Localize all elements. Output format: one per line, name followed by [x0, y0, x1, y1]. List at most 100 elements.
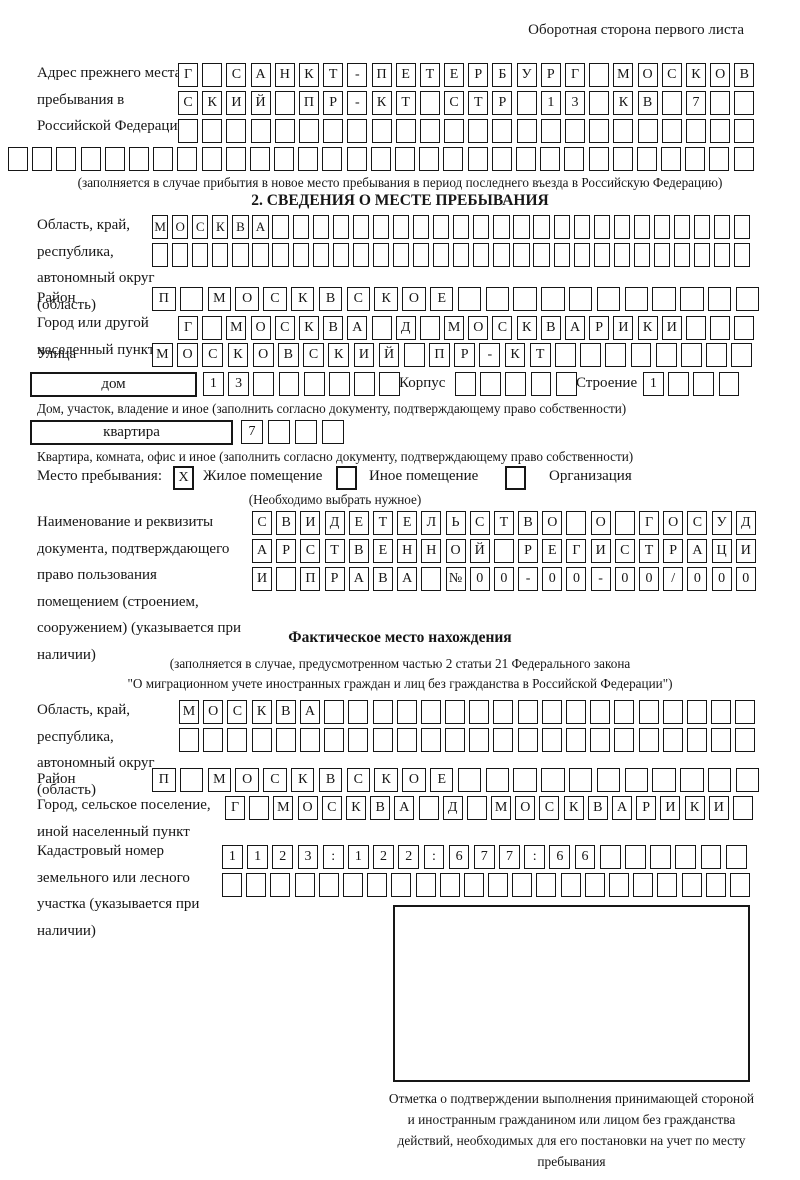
char-cell: [104, 147, 125, 171]
char-cell: А: [252, 539, 272, 563]
char-cell: [614, 511, 635, 535]
char-cell: [202, 316, 223, 340]
char-cell: [274, 91, 295, 115]
char-cell: [636, 147, 657, 171]
char-cell: [553, 215, 570, 239]
char-cell: В: [318, 287, 343, 311]
char-cell: [324, 700, 345, 724]
char-cell: [453, 243, 470, 267]
char-cell: О: [710, 63, 731, 87]
char-cell: [734, 243, 751, 267]
char-cell: С: [252, 511, 272, 535]
char-cell: И: [300, 511, 321, 535]
char-cell: [735, 768, 760, 792]
char-cell: [633, 873, 654, 897]
char-cell: 1: [347, 845, 369, 869]
char-cell: 6: [448, 845, 470, 869]
char-cell: М: [273, 796, 294, 820]
char-cell: С: [178, 91, 198, 115]
char-cell: [328, 372, 350, 396]
char-cell: А: [565, 316, 585, 340]
char-cell: [352, 243, 369, 267]
char-cell: [253, 372, 275, 396]
char-cell: [457, 287, 482, 311]
char-cell: [250, 119, 271, 143]
char-cell: К: [563, 796, 584, 820]
char-cell: С: [492, 316, 513, 340]
char-cell: Д: [735, 511, 756, 535]
char-cell: [272, 215, 289, 239]
char-cell: [443, 147, 464, 171]
char-cell: [674, 243, 691, 267]
char-cell: :: [322, 845, 344, 869]
option-organizatsiya-label: Организация: [549, 468, 632, 484]
char-cell: [246, 873, 267, 897]
char-cell: [731, 343, 753, 367]
char-cell: А: [348, 567, 369, 591]
stamp-box: [393, 905, 750, 1082]
char-cell: Д: [395, 316, 416, 340]
char-cell: [566, 728, 586, 752]
char-cell: [694, 243, 711, 267]
kadastr-label: Кадастровый номер земельного или лесного…: [37, 843, 200, 939]
char-cell: О: [297, 796, 318, 820]
char-cell: 1: [247, 845, 268, 869]
char-cell: [372, 728, 393, 752]
char-cell: [272, 243, 289, 267]
char-cell: [8, 147, 28, 171]
char-cell: О: [250, 316, 271, 340]
char-cell: О: [590, 511, 611, 535]
char-cell: [735, 700, 756, 724]
char-cell: 2: [373, 845, 394, 869]
char-cell: [177, 147, 198, 171]
char-cell: [212, 243, 229, 267]
fact-note-line1: (заполняется в случае, предусмотренном ч…: [169, 656, 631, 671]
char-cell: Б: [492, 63, 513, 87]
char-cell: Р: [589, 316, 610, 340]
char-cell: [342, 873, 363, 897]
char-cell: С: [274, 316, 295, 340]
char-cell: :: [423, 845, 445, 869]
char-cell: М: [152, 343, 173, 367]
char-cell: А: [687, 539, 708, 563]
char-cell: [573, 215, 590, 239]
char-cell: Т: [323, 63, 344, 87]
char-cell: К: [371, 91, 392, 115]
char-cell: [714, 215, 731, 239]
char-cell: [653, 215, 671, 239]
mesto-label: Место пребывания:: [37, 468, 162, 484]
char-cell: [348, 728, 369, 752]
char-cell: [469, 728, 490, 752]
char-cell: 6: [549, 845, 571, 869]
char-cell: [274, 147, 295, 171]
option-zhiloe-label: Жилое помещение: [203, 468, 323, 484]
char-cell: [493, 243, 510, 267]
char-cell: К: [613, 91, 634, 115]
char-cell: [693, 372, 715, 396]
char-cell: Р: [663, 539, 684, 563]
char-cell: В: [370, 796, 391, 820]
char-cell: Й: [469, 539, 490, 563]
char-cell: [530, 372, 552, 396]
char-cell: 0: [614, 567, 635, 591]
checkbox-zhiloe: X: [173, 466, 194, 490]
char-cell: Т: [468, 91, 489, 115]
char-cell: В: [518, 511, 539, 535]
char-cell: 0: [469, 567, 490, 591]
char-cell: [493, 215, 510, 239]
char-cell: 0: [639, 567, 659, 591]
char-cell: [303, 372, 325, 396]
char-cell: 0: [687, 567, 708, 591]
char-cell: Е: [542, 539, 563, 563]
char-cell: [540, 147, 561, 171]
char-cell: [638, 728, 659, 752]
char-cell: [372, 700, 393, 724]
char-cell: В: [348, 539, 369, 563]
char-cell: [568, 287, 593, 311]
char-cell: [298, 119, 319, 143]
char-cell: [203, 728, 224, 752]
